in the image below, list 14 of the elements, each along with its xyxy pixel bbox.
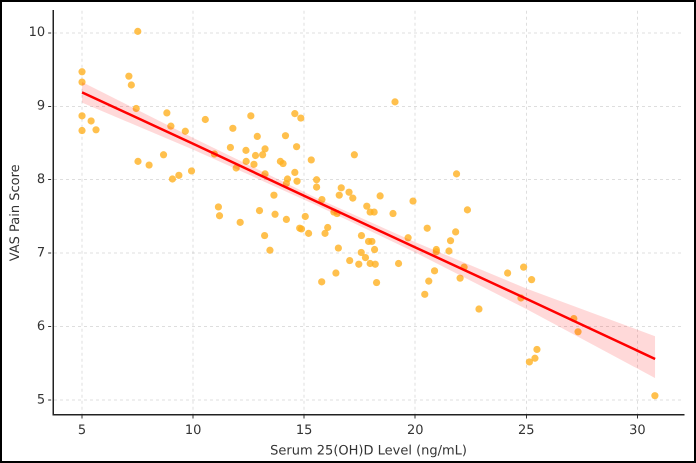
y-tick-label: 10	[28, 25, 46, 40]
x-tick-label: 15	[296, 422, 312, 438]
y-tick-label: 9	[36, 98, 46, 114]
x-tick-label: 5	[78, 422, 86, 438]
x-axis-title: Serum 25(OH)D Level (ng/mL)	[270, 444, 467, 459]
y-tick-label: 8	[36, 172, 46, 188]
y-tick-label: 7	[36, 246, 46, 261]
y-tick-label: 6	[36, 319, 46, 334]
y-axis-title: VAS Pain Score	[8, 164, 24, 262]
x-tick-label: 10	[184, 422, 202, 438]
y-tick-label: 5	[36, 392, 46, 408]
x-tick-label: 30	[629, 422, 646, 438]
x-tick-label: 25	[518, 422, 535, 438]
x-tick-label: 20	[406, 422, 424, 438]
